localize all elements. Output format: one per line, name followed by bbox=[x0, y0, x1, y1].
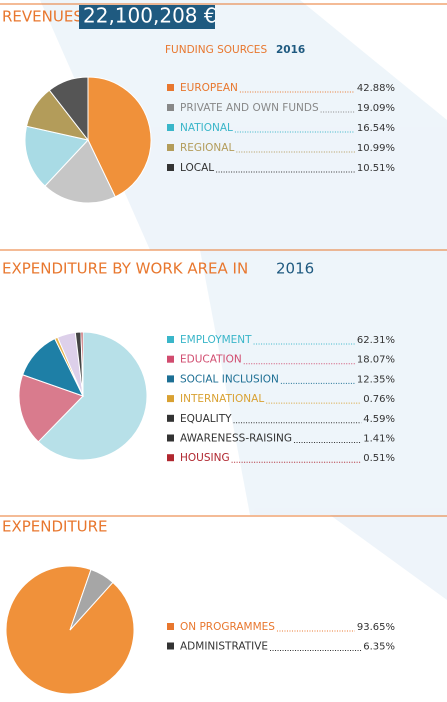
legend-marker bbox=[167, 124, 174, 131]
value-label: 0.76% bbox=[363, 394, 395, 405]
value-label: 18.07% bbox=[357, 355, 395, 366]
legend-label: PRIVATE AND OWN FUNDS bbox=[180, 102, 319, 114]
value-label: 6.35% bbox=[363, 642, 395, 653]
pie-slice bbox=[48, 76, 89, 142]
value-label: 4.59% bbox=[363, 414, 395, 425]
legend-marker bbox=[167, 144, 174, 151]
legend-marker bbox=[167, 454, 174, 462]
pie-slice bbox=[44, 139, 116, 204]
value-label: 93.65% bbox=[357, 622, 395, 633]
value-label: 62.31% bbox=[357, 335, 395, 346]
value-label: 0.51% bbox=[363, 453, 395, 464]
legend-label: LOCAL bbox=[180, 162, 214, 174]
legend-marker bbox=[167, 623, 174, 630]
title: EXPENDITURE BY WORK AREA IN bbox=[2, 260, 248, 278]
legend-title: FUNDING SOURCES bbox=[165, 44, 267, 56]
title: EXPENDITURE bbox=[2, 518, 108, 536]
value-label: 10.99% bbox=[357, 143, 395, 154]
legend-year: 2016 bbox=[276, 44, 305, 56]
pie-slice bbox=[24, 125, 89, 187]
legend-label: HOUSING bbox=[180, 452, 230, 464]
legend-label: EDUCATION bbox=[180, 354, 242, 366]
legend-marker bbox=[167, 84, 174, 91]
legend-label: REGIONAL bbox=[180, 142, 234, 154]
legend-marker bbox=[167, 414, 174, 422]
legend-marker bbox=[167, 642, 174, 650]
legend-marker bbox=[167, 395, 174, 403]
legend-label: SOCIAL INCLUSION bbox=[180, 373, 279, 385]
pie-slice bbox=[18, 374, 84, 443]
title-year: 2016 bbox=[276, 260, 314, 278]
pie-slice bbox=[80, 331, 84, 397]
pie-slice bbox=[37, 331, 148, 461]
total: 22,100,208 € bbox=[83, 4, 217, 28]
pie-slice bbox=[69, 568, 114, 631]
legend-marker bbox=[167, 355, 174, 363]
legend-label: INTERNATIONAL bbox=[180, 393, 264, 405]
title: REVENUES bbox=[2, 8, 83, 26]
value-label: 19.09% bbox=[357, 103, 395, 114]
legend-marker bbox=[167, 336, 174, 343]
value-label: 1.41% bbox=[363, 434, 395, 445]
legend-label: AWARENESS-RAISING bbox=[180, 433, 292, 445]
background-decoration bbox=[40, 0, 447, 600]
value-label: 42.88% bbox=[357, 83, 395, 94]
total-background bbox=[79, 5, 215, 29]
legend-marker bbox=[167, 104, 174, 111]
legend-label: NATIONAL bbox=[180, 122, 233, 134]
legend-marker bbox=[167, 434, 174, 442]
value-label: 12.35% bbox=[357, 374, 395, 385]
legend-label: ADMINISTRATIVE bbox=[180, 641, 268, 653]
legend-label: EUROPEAN bbox=[180, 82, 238, 94]
legend-marker bbox=[167, 375, 174, 383]
legend-label: EMPLOYMENT bbox=[180, 334, 252, 346]
legend-marker bbox=[167, 164, 174, 171]
legend-label: ON PROGRAMMES bbox=[180, 621, 275, 633]
value-label: 16.54% bbox=[357, 123, 395, 134]
legend-label: EQUALITY bbox=[180, 413, 232, 425]
value-label: 10.51% bbox=[357, 163, 395, 174]
pie-slice bbox=[87, 76, 152, 198]
